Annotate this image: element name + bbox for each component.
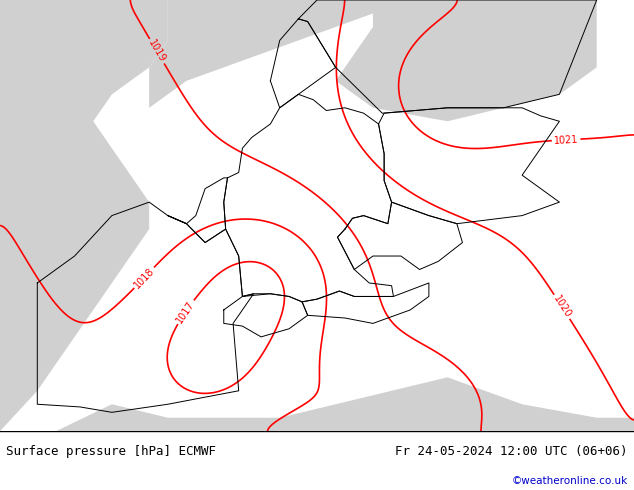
Text: Surface pressure [hPa] ECMWF: Surface pressure [hPa] ECMWF [6, 445, 216, 458]
Polygon shape [149, 0, 373, 108]
Polygon shape [0, 0, 168, 431]
Text: 1018: 1018 [132, 266, 156, 290]
Text: 1017: 1017 [174, 299, 197, 325]
Text: ©weatheronline.co.uk: ©weatheronline.co.uk [512, 476, 628, 486]
Text: Fr 24-05-2024 12:00 UTC (06+06): Fr 24-05-2024 12:00 UTC (06+06) [395, 445, 628, 458]
Text: 1021: 1021 [553, 134, 579, 146]
Polygon shape [0, 377, 634, 431]
Text: 1019: 1019 [146, 38, 167, 64]
Text: 1020: 1020 [551, 294, 573, 320]
Polygon shape [335, 0, 597, 122]
